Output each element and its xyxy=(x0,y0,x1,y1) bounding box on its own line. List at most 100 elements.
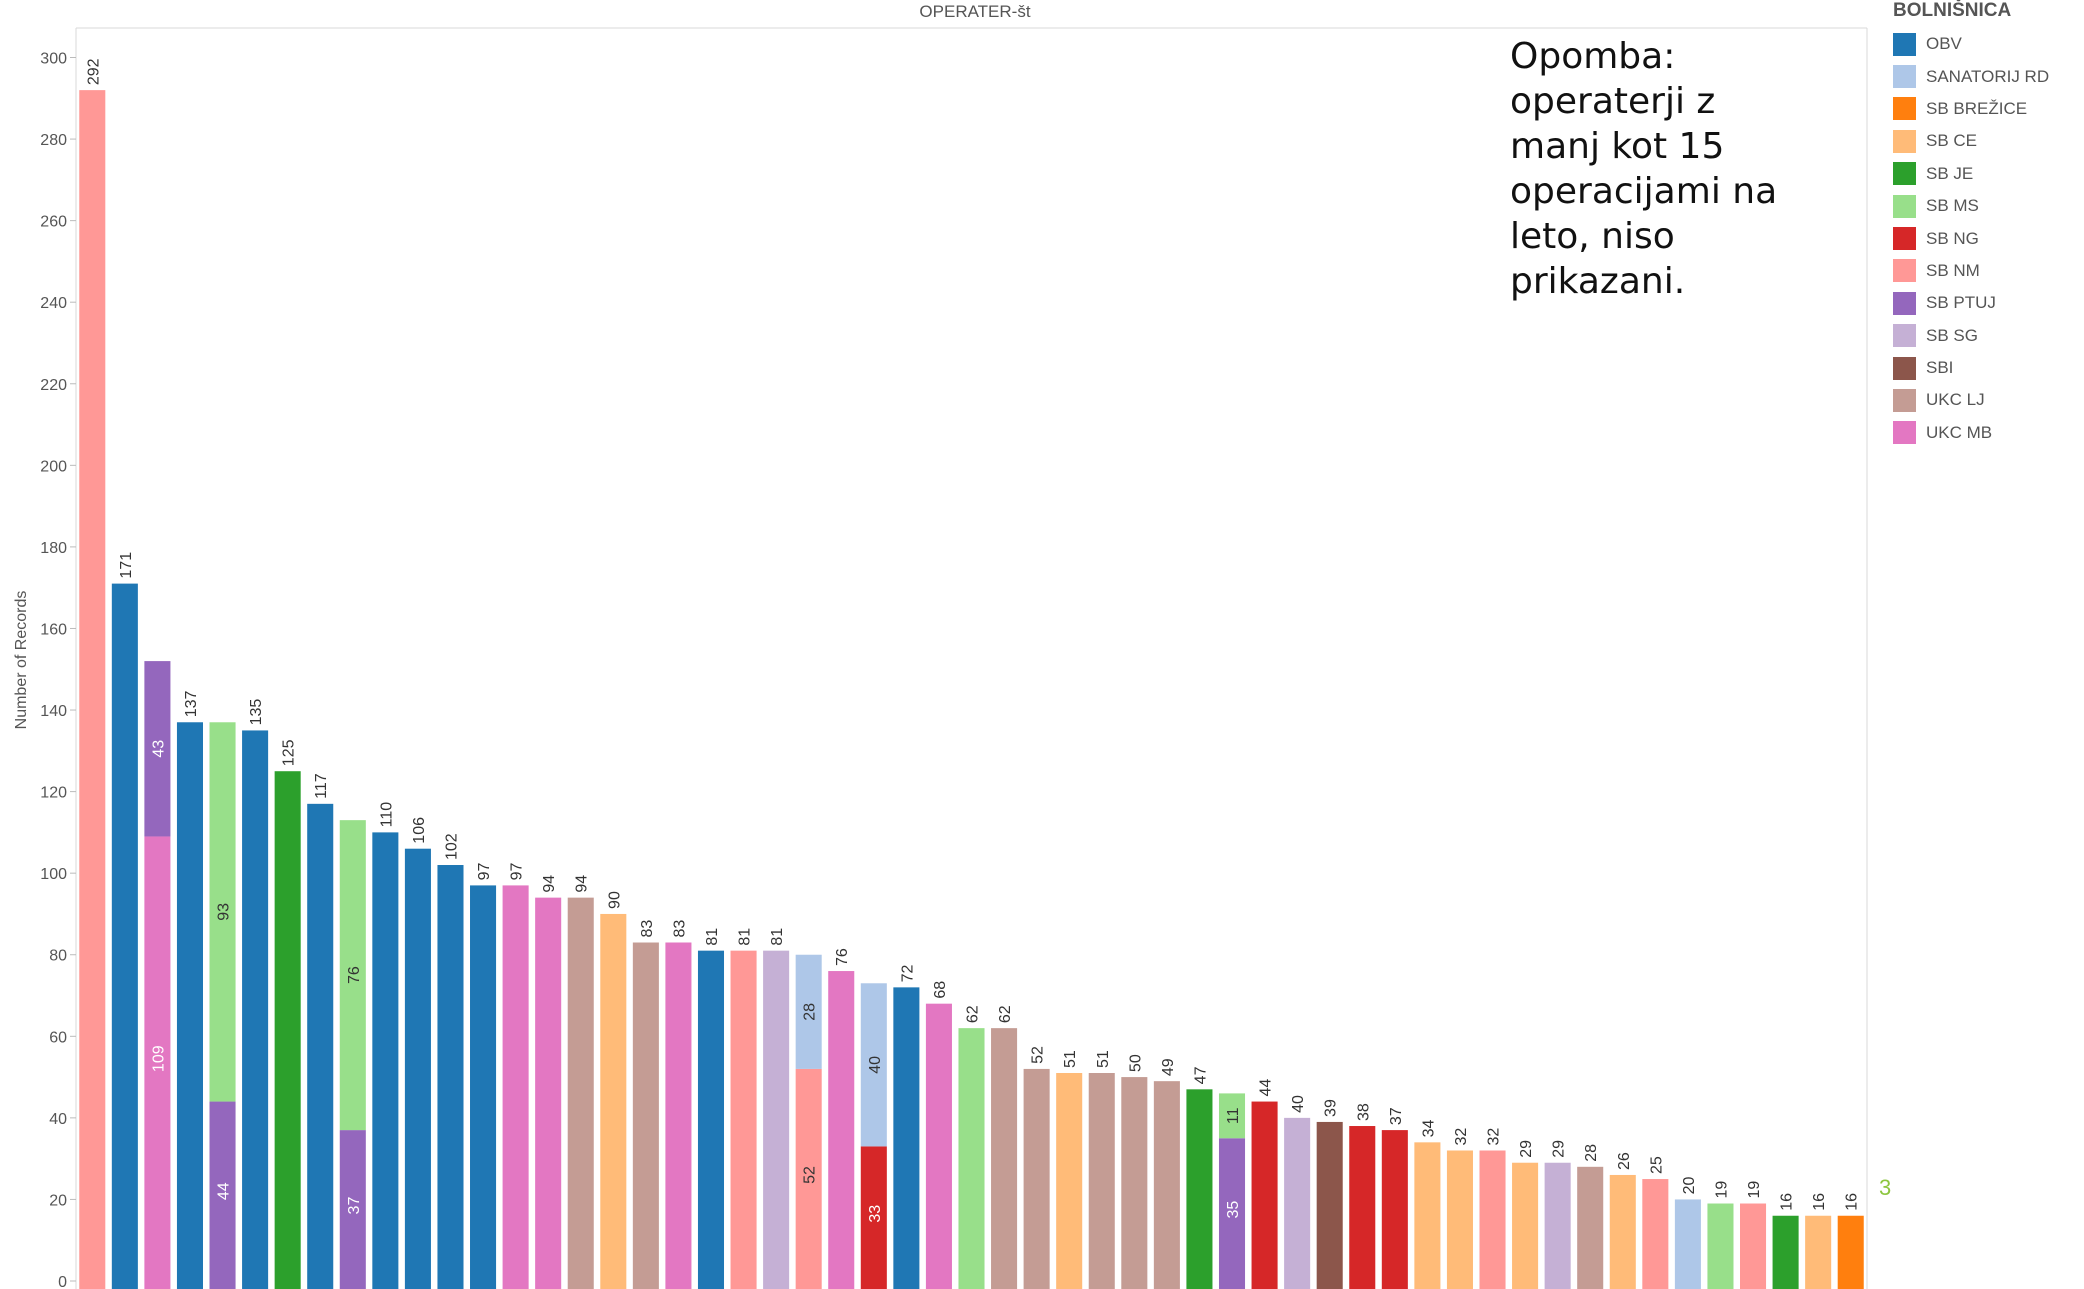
segment-value-label: 43 xyxy=(150,740,167,758)
bar-segment xyxy=(1056,1073,1083,1289)
bar-segment xyxy=(1218,1093,1246,1139)
chart-title: OPERATER-št xyxy=(919,2,1030,21)
bar-total-label: 125 xyxy=(281,739,298,766)
bar-segment xyxy=(372,832,399,1289)
bar-total-label: 32 xyxy=(1486,1128,1503,1146)
legend-label: SB BREŽICE xyxy=(1926,98,2028,118)
bar-total-label: 44 xyxy=(1258,1079,1275,1097)
legend-label: SBI xyxy=(1926,358,1954,378)
bar-segment xyxy=(535,897,562,1289)
legend-swatch xyxy=(1893,356,1916,380)
bar-segment xyxy=(111,583,138,1289)
legend-label: UKC LJ xyxy=(1926,390,1985,410)
legend-swatch xyxy=(1893,129,1916,153)
bar-total-label: 29 xyxy=(1518,1140,1535,1158)
legend-item: SB NM xyxy=(1893,255,2084,287)
bar-total-label: 49 xyxy=(1160,1058,1177,1076)
legend-swatch xyxy=(1893,65,1916,89)
data-labels-group: 292 171 109 43 137 44 93 135 125 117 37 76 110 106 102… xyxy=(85,58,1860,1222)
bar-segment xyxy=(763,950,790,1289)
bar-total-label: 81 xyxy=(769,928,786,946)
bar-total-label: 20 xyxy=(1681,1177,1698,1195)
bar-total-label: 76 xyxy=(834,948,851,966)
bar-total-label: 106 xyxy=(411,817,428,844)
legend: BOLNIŠNICA OBV SANATORIJ RD SB BREŽICE SB C… xyxy=(1893,0,2084,449)
bar-segment xyxy=(1088,1073,1115,1289)
bar-segment xyxy=(1414,1142,1441,1289)
legend-title: BOLNIŠNICA xyxy=(1893,0,2012,21)
bar-total-label: 38 xyxy=(1355,1103,1372,1121)
bar-total-label: 292 xyxy=(85,58,102,85)
note-line: Opomba: xyxy=(1510,36,1676,77)
legend-label: SB PTUJ xyxy=(1926,293,1996,313)
bar-segment xyxy=(1837,1215,1864,1289)
bar-segment xyxy=(1349,1126,1376,1289)
bar-total-label: 94 xyxy=(541,875,558,893)
bar-total-label: 81 xyxy=(704,928,721,946)
legend-item: UKC LJ xyxy=(1893,384,2084,416)
bar-segment xyxy=(339,1130,366,1289)
bar-segment xyxy=(925,1003,952,1289)
legend-item: SBI xyxy=(1893,352,2084,384)
bar-segment xyxy=(1251,1101,1278,1289)
bar-segment xyxy=(470,885,497,1289)
bar-segment xyxy=(600,913,627,1289)
legend-swatch xyxy=(1893,291,1916,315)
bar-segment xyxy=(404,848,431,1289)
bar-total-label: 83 xyxy=(671,920,688,938)
y-tick-label: 180 xyxy=(40,540,67,557)
bar-total-label: 52 xyxy=(1030,1046,1047,1064)
bar-segment xyxy=(893,987,920,1289)
bar-total-label: 68 xyxy=(932,981,949,999)
segment-value-label: 52 xyxy=(802,1166,819,1184)
legend-item: SB BREŽICE xyxy=(1893,93,2084,125)
legend-item: SB MS xyxy=(1893,190,2084,222)
bar-segment xyxy=(860,983,887,1147)
bar-total-label: 94 xyxy=(574,875,591,893)
legend-swatch xyxy=(1893,32,1916,56)
y-tick-label: 120 xyxy=(40,785,67,802)
bar-segment xyxy=(1316,1121,1343,1289)
bar-total-label: 16 xyxy=(1779,1193,1796,1211)
bar-total-label: 117 xyxy=(313,773,330,799)
bar-segment xyxy=(1381,1130,1408,1289)
bar-segment xyxy=(144,836,171,1289)
bar-segment xyxy=(274,771,301,1289)
note-text: Opomba: operaterji z manj kot 15 operaci… xyxy=(1510,34,1810,304)
bar-total-label: 19 xyxy=(1746,1181,1763,1199)
y-tick-label: 60 xyxy=(49,1029,67,1046)
legend-swatch xyxy=(1893,324,1916,348)
y-tick-label: 220 xyxy=(40,377,67,394)
y-tick-label: 20 xyxy=(49,1192,67,1209)
bar-total-label: 32 xyxy=(1453,1128,1470,1146)
bar-total-label: 50 xyxy=(1127,1054,1144,1072)
bars-group xyxy=(79,90,1864,1289)
legend-swatch xyxy=(1893,194,1916,218)
bar-segment xyxy=(502,885,529,1289)
bar-segment xyxy=(1153,1081,1180,1289)
bar-segment xyxy=(1577,1166,1604,1289)
bar-total-label: 25 xyxy=(1648,1156,1665,1174)
bar-segment xyxy=(1609,1174,1636,1289)
bar-segment xyxy=(1284,1117,1311,1289)
legend-label: SB SG xyxy=(1926,325,1978,345)
legend-label: SB MS xyxy=(1926,196,1979,216)
legend-swatch xyxy=(1893,227,1916,251)
bar-segment xyxy=(307,803,334,1289)
legend-swatch xyxy=(1893,259,1916,283)
bar-segment xyxy=(1740,1203,1767,1289)
bar-total-label: 97 xyxy=(509,863,526,881)
corner-number: 3 xyxy=(1879,1175,1892,1200)
bar-segment xyxy=(697,950,725,1289)
bar-segment xyxy=(1674,1199,1701,1289)
bar-total-label: 62 xyxy=(997,1005,1014,1023)
bar-segment xyxy=(1121,1077,1148,1289)
bar-segment xyxy=(828,971,855,1289)
legend-item: SB CE xyxy=(1893,125,2084,157)
bar-total-label: 135 xyxy=(248,699,265,726)
legend-label: SANATORIJ RD xyxy=(1926,66,2050,86)
bar-segment xyxy=(339,820,366,1131)
y-tick-label: 280 xyxy=(40,132,67,149)
